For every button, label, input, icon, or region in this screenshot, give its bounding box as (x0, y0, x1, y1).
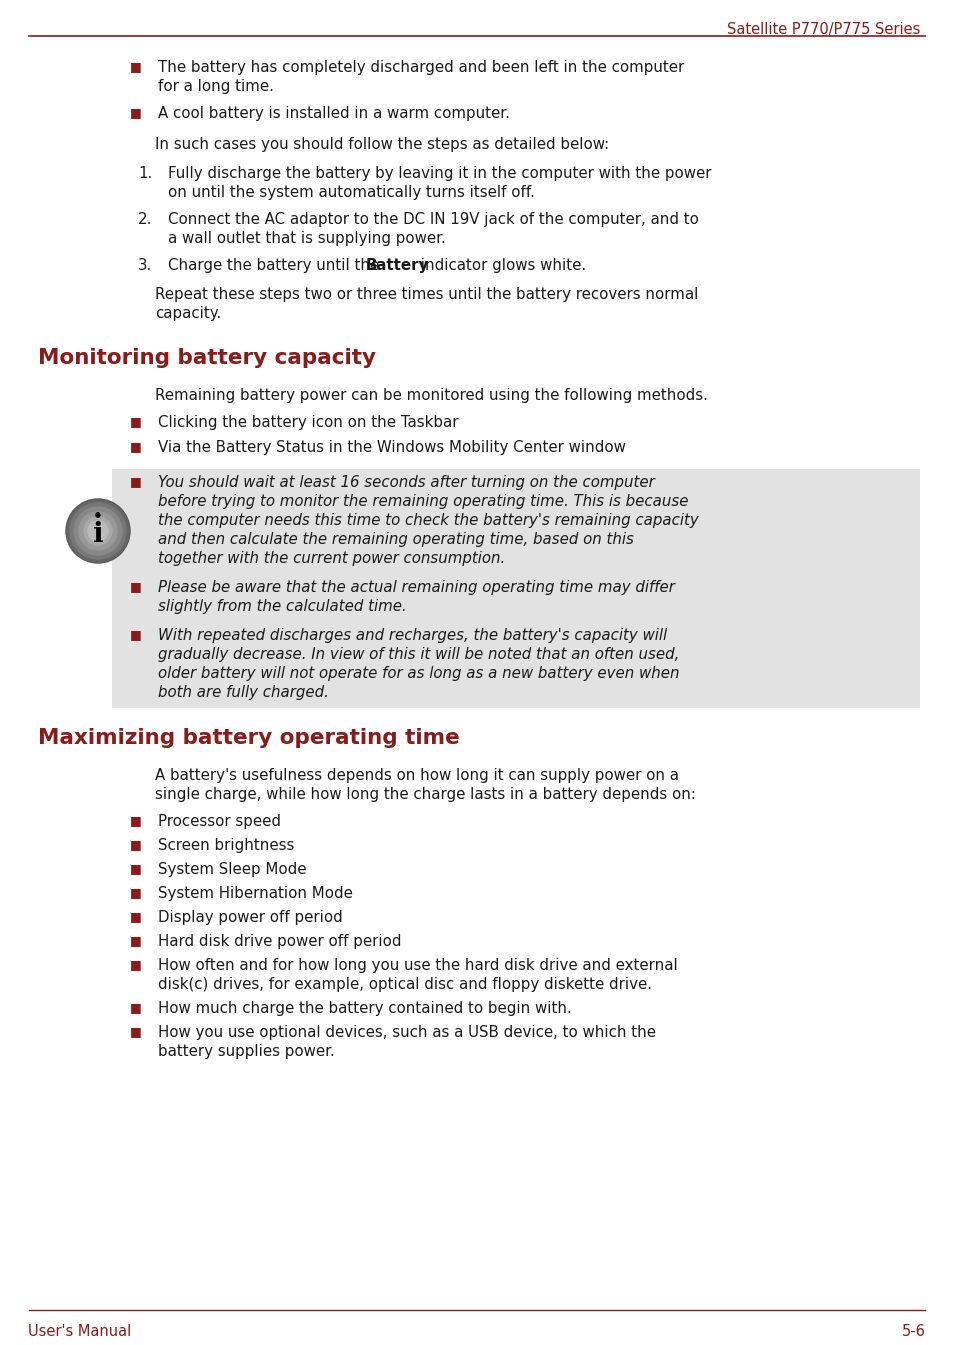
Text: the computer needs this time to check the battery's remaining capacity: the computer needs this time to check th… (158, 512, 698, 529)
Text: ■: ■ (130, 106, 142, 118)
Text: Via the Battery Status in the Windows Mobility Center window: Via the Battery Status in the Windows Mo… (158, 440, 625, 455)
Text: ■: ■ (130, 911, 142, 923)
Text: capacity.: capacity. (154, 307, 221, 321)
Text: battery supplies power.: battery supplies power. (158, 1044, 335, 1059)
FancyBboxPatch shape (112, 469, 919, 707)
Text: System Sleep Mode: System Sleep Mode (158, 862, 306, 877)
Text: 3.: 3. (138, 258, 152, 273)
Text: indicator glows white.: indicator glows white. (416, 258, 585, 273)
Text: ■: ■ (130, 1025, 142, 1038)
Text: ■: ■ (130, 580, 142, 593)
Text: ■: ■ (130, 628, 142, 642)
Text: 2.: 2. (138, 213, 152, 227)
Text: ■: ■ (130, 862, 142, 876)
Text: older battery will not operate for as long as a new battery even when: older battery will not operate for as lo… (158, 666, 679, 681)
Text: Monitoring battery capacity: Monitoring battery capacity (38, 348, 375, 369)
Text: ■: ■ (130, 814, 142, 827)
Text: ■: ■ (130, 1001, 142, 1014)
Text: Please be aware that the actual remaining operating time may differ: Please be aware that the actual remainin… (158, 580, 674, 594)
Text: for a long time.: for a long time. (158, 79, 274, 94)
Text: Fully discharge the battery by leaving it in the computer with the power: Fully discharge the battery by leaving i… (168, 165, 711, 182)
Text: Screen brightness: Screen brightness (158, 838, 294, 853)
Text: ■: ■ (130, 440, 142, 453)
Circle shape (88, 521, 108, 541)
Text: Clicking the battery icon on the Taskbar: Clicking the battery icon on the Taskbar (158, 416, 458, 430)
Text: a wall outlet that is supplying power.: a wall outlet that is supplying power. (168, 231, 445, 246)
Text: Maximizing battery operating time: Maximizing battery operating time (38, 728, 459, 748)
Circle shape (79, 512, 117, 550)
Text: both are fully charged.: both are fully charged. (158, 685, 329, 699)
Text: Display power off period: Display power off period (158, 911, 342, 925)
Circle shape (84, 516, 112, 545)
Text: i: i (92, 522, 103, 549)
Text: ■: ■ (130, 475, 142, 488)
Circle shape (66, 499, 130, 564)
Text: How much charge the battery contained to begin with.: How much charge the battery contained to… (158, 1001, 571, 1015)
Text: ■: ■ (130, 61, 142, 73)
Text: before trying to monitor the remaining operating time. This is because: before trying to monitor the remaining o… (158, 494, 688, 508)
Text: You should wait at least 16 seconds after turning on the computer: You should wait at least 16 seconds afte… (158, 475, 654, 490)
Text: Connect the AC adaptor to the DC IN 19V jack of the computer, and to: Connect the AC adaptor to the DC IN 19V … (168, 213, 699, 227)
Text: disk(c) drives, for example, optical disc and floppy diskette drive.: disk(c) drives, for example, optical dis… (158, 976, 651, 993)
Text: ■: ■ (130, 886, 142, 898)
Text: on until the system automatically turns itself off.: on until the system automatically turns … (168, 186, 535, 200)
Text: ■: ■ (130, 933, 142, 947)
Text: User's Manual: User's Manual (28, 1323, 132, 1340)
Text: Battery: Battery (366, 258, 429, 273)
Text: How you use optional devices, such as a USB device, to which the: How you use optional devices, such as a … (158, 1025, 656, 1040)
Circle shape (67, 500, 129, 562)
Text: slightly from the calculated time.: slightly from the calculated time. (158, 599, 406, 615)
Text: The battery has completely discharged and been left in the computer: The battery has completely discharged an… (158, 61, 683, 75)
Text: •: • (93, 510, 103, 525)
Text: Satellite P770/P775 Series: Satellite P770/P775 Series (726, 22, 919, 38)
Text: Processor speed: Processor speed (158, 814, 281, 829)
Text: 5-6: 5-6 (902, 1323, 925, 1340)
Circle shape (70, 503, 126, 560)
Text: Repeat these steps two or three times until the battery recovers normal: Repeat these steps two or three times un… (154, 286, 698, 303)
Text: together with the current power consumption.: together with the current power consumpt… (158, 551, 505, 566)
Circle shape (74, 507, 122, 555)
Text: ■: ■ (130, 838, 142, 851)
Text: Remaining battery power can be monitored using the following methods.: Remaining battery power can be monitored… (154, 387, 707, 404)
Text: How often and for how long you use the hard disk drive and external: How often and for how long you use the h… (158, 958, 677, 972)
Text: gradually decrease. In view of this it will be noted that an often used,: gradually decrease. In view of this it w… (158, 647, 679, 662)
Text: ■: ■ (130, 416, 142, 428)
Text: A cool battery is installed in a warm computer.: A cool battery is installed in a warm co… (158, 106, 509, 121)
Text: single charge, while how long the charge lasts in a battery depends on:: single charge, while how long the charge… (154, 787, 695, 802)
Text: and then calculate the remaining operating time, based on this: and then calculate the remaining operati… (158, 533, 633, 547)
Text: Hard disk drive power off period: Hard disk drive power off period (158, 933, 401, 950)
Text: System Hibernation Mode: System Hibernation Mode (158, 886, 353, 901)
Text: 1.: 1. (138, 165, 152, 182)
Text: ■: ■ (130, 958, 142, 971)
Text: With repeated discharges and recharges, the battery's capacity will: With repeated discharges and recharges, … (158, 628, 666, 643)
Text: In such cases you should follow the steps as detailed below:: In such cases you should follow the step… (154, 137, 608, 152)
Text: Charge the battery until the: Charge the battery until the (168, 258, 384, 273)
Text: A battery's usefulness depends on how long it can supply power on a: A battery's usefulness depends on how lo… (154, 768, 679, 783)
